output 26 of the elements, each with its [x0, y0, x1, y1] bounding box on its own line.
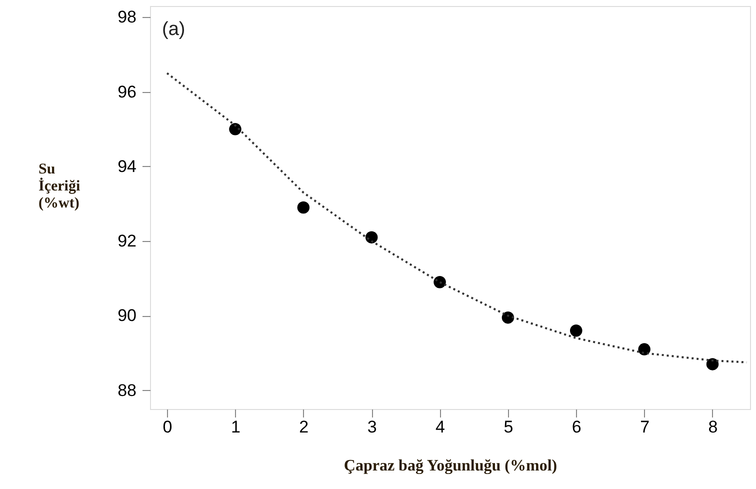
y-tick-label: 98 — [118, 8, 136, 27]
y-axis-title: Su İçeriği (%wt) — [38, 162, 80, 212]
y-tick-label: 88 — [118, 380, 136, 400]
y-tick-label: 92 — [118, 232, 136, 251]
x-tick-label: 5 — [504, 418, 514, 436]
y-tick-label: 96 — [118, 82, 136, 102]
point — [365, 231, 378, 244]
point — [570, 324, 582, 337]
x-tick-label: 0 — [162, 418, 172, 436]
y-tick-label: 90 — [118, 306, 136, 326]
x-tick-label: 8 — [708, 418, 718, 436]
x-axis-title: Çapraz bağ Yoğunluğu (%mol) — [344, 458, 558, 474]
y-tick-label: 94 — [118, 156, 136, 176]
point — [434, 276, 446, 288]
point — [638, 343, 650, 356]
x-tick-label: 6 — [572, 418, 582, 436]
x-tick-label: 1 — [230, 418, 240, 436]
x-tick-label: 7 — [640, 418, 650, 436]
point — [229, 123, 242, 136]
x-tick-label: 2 — [299, 418, 309, 436]
point — [502, 311, 514, 324]
x-tick-label: 4 — [436, 418, 446, 436]
point — [706, 358, 719, 370]
point — [297, 201, 310, 214]
annotation: (a) — [162, 19, 186, 40]
x-tick-label: 3 — [367, 418, 377, 436]
